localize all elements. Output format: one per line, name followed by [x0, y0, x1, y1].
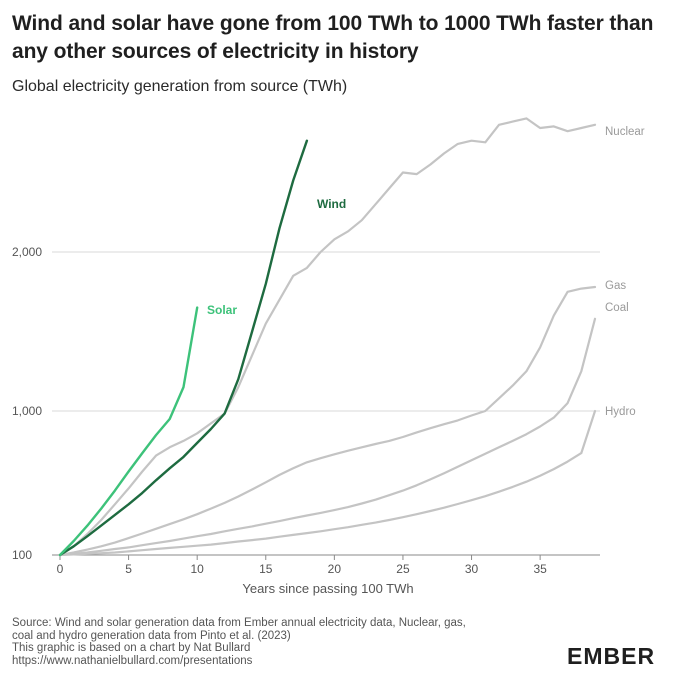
series-line-solar	[58, 306, 199, 557]
series-line-coal	[58, 317, 597, 557]
source-link[interactable]: https://www.nathanielbullard.com/present…	[12, 654, 253, 667]
chart-subtitle: Global electricity generation from sourc…	[12, 78, 348, 95]
chart-title: Wind and solar have gone from 100 TWh to…	[12, 12, 654, 63]
series-label-solar: Solar	[207, 303, 237, 317]
series-label-gas: Gas	[605, 280, 626, 292]
series-line-nuclear	[58, 117, 597, 557]
series-line-wind	[58, 139, 309, 557]
x-tick-label: 10	[190, 562, 204, 576]
series-labels: Nuclear Gas Coal Hydro Wind Solar	[207, 126, 645, 418]
source-line: This graphic is based on a chart by Nat …	[12, 642, 251, 654]
series-line-gas	[58, 285, 597, 557]
logo-letter: M	[583, 643, 604, 669]
x-tick-label: 35	[533, 562, 547, 576]
logo-letter: E	[567, 643, 584, 669]
y-tick-label: 1,000	[12, 404, 42, 418]
source-note: Source: Wind and solar generation data f…	[12, 617, 532, 667]
series-label-wind: Wind	[317, 197, 346, 211]
series-label-nuclear: Nuclear	[605, 126, 645, 138]
source-line: Source: Wind and solar generation data f…	[12, 617, 466, 629]
x-tick-label: 5	[125, 562, 132, 576]
grid-lines	[52, 251, 600, 412]
y-tick-label: 2,000	[12, 245, 42, 259]
logo-letter: R	[637, 643, 656, 669]
line-chart: 100 1,000 2,000 0 5 10 15 20 25 30 35 Years since …	[12, 117, 645, 596]
y-tick-label: 100	[12, 548, 32, 562]
x-tick-label: 30	[465, 562, 479, 576]
series-line-hydro	[58, 409, 597, 557]
source-line: coal and hydro generation data from Pint…	[12, 629, 291, 642]
y-axis: 100 1,000 2,000	[12, 245, 42, 562]
series-label-hydro: Hydro	[605, 406, 636, 418]
x-tick-label: 0	[57, 562, 64, 576]
series-label-coal: Coal	[605, 302, 629, 314]
x-axis: 0 5 10 15 20 25 30 35 Years since passing 100 TW…	[52, 554, 600, 596]
series-lines	[58, 117, 597, 557]
x-axis-title: Years since passing 100 TWh	[242, 581, 413, 596]
logo-letter: B	[603, 643, 622, 669]
x-tick-label: 15	[259, 562, 273, 576]
x-tick-label: 25	[396, 562, 410, 576]
x-tick-label: 20	[328, 562, 342, 576]
logo-letter: E	[621, 643, 638, 669]
ember-logo: EMBER	[567, 643, 655, 670]
